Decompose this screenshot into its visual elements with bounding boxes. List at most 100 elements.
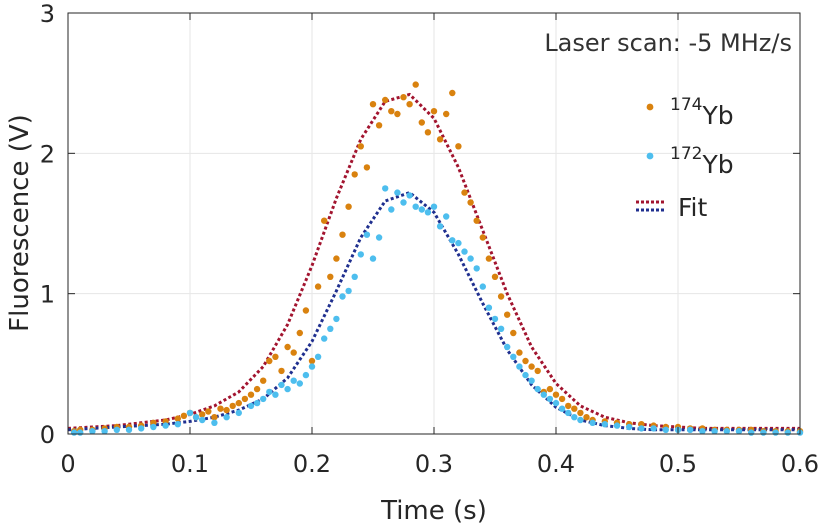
point-174yb: [199, 411, 206, 418]
point-172yb: [235, 409, 242, 417]
point-172yb: [333, 315, 340, 323]
point-174yb: [400, 94, 407, 101]
point-172yb: [491, 315, 499, 323]
point-174yb: [558, 395, 566, 403]
x-tick-label: 0.5: [659, 450, 697, 478]
point-172yb: [449, 237, 456, 244]
point-174yb: [406, 101, 413, 108]
point-172yb: [528, 377, 535, 384]
point-172yb: [272, 391, 279, 398]
point-172yb: [711, 428, 718, 435]
point-172yb: [125, 426, 133, 433]
y-tick-label: 2: [40, 140, 55, 168]
point-174yb: [467, 199, 474, 206]
x-tick-label: 0.1: [171, 450, 209, 478]
point-172yb: [473, 265, 480, 272]
point-174yb: [308, 357, 316, 365]
point-172yb: [510, 353, 517, 360]
point-172yb: [223, 414, 230, 421]
point-172yb: [211, 419, 218, 426]
point-172yb: [77, 429, 84, 436]
point-172yb: [571, 414, 578, 421]
point-172yb: [284, 385, 291, 393]
point-174yb: [369, 101, 377, 108]
point-174yb: [516, 349, 523, 356]
point-172yb: [522, 371, 529, 379]
legend-label-172yb: 172Yb: [670, 144, 734, 179]
point-172yb: [375, 234, 383, 241]
point-172yb: [772, 429, 779, 436]
point-172yb: [296, 380, 303, 387]
point-174yb: [577, 409, 584, 417]
point-174yb: [357, 143, 364, 150]
legend-sup-174yb: 174: [670, 95, 702, 115]
point-172yb: [369, 255, 377, 262]
point-174yb: [430, 108, 438, 115]
point-172yb: [138, 425, 145, 432]
point-174yb: [375, 122, 383, 129]
point-174yb: [247, 391, 255, 398]
point-172yb: [400, 199, 407, 206]
point-172yb: [784, 429, 791, 436]
point-174yb: [443, 110, 450, 118]
point-174yb: [455, 143, 462, 150]
axis-ticks: 0 0.1 0.2 0.3 0.4 0.5 0.6 0 1 2 3: [40, 0, 819, 478]
point-172yb: [455, 239, 462, 247]
point-172yb: [424, 209, 432, 216]
legend-text-174yb: Yb: [701, 101, 733, 130]
point-174yb: [284, 343, 291, 351]
point-172yb: [436, 223, 444, 230]
point-174yb: [449, 89, 456, 97]
point-174yb: [339, 231, 346, 238]
point-172yb: [113, 426, 121, 433]
point-172yb: [101, 428, 108, 435]
point-174yb: [327, 273, 334, 280]
point-174yb: [272, 353, 279, 360]
point-174yb: [235, 399, 242, 407]
point-174yb: [571, 405, 578, 412]
legend-sup-172yb: 172: [670, 144, 702, 164]
point-172yb: [247, 402, 255, 410]
point-174yb: [436, 136, 444, 143]
point-172yb: [626, 423, 633, 431]
point-172yb: [662, 426, 669, 433]
legend-label-174yb: 174Yb: [670, 95, 734, 130]
grid: [68, 13, 800, 434]
point-172yb: [552, 399, 560, 407]
point-172yb: [314, 353, 322, 360]
point-172yb: [748, 429, 755, 436]
point-174yb: [302, 307, 310, 314]
x-tick-label: 0.3: [415, 450, 453, 478]
point-174yb: [351, 171, 358, 178]
point-174yb: [290, 349, 297, 356]
point-172yb: [485, 304, 493, 311]
point-174yb: [260, 377, 267, 384]
point-174yb: [418, 119, 425, 126]
point-172yb: [723, 428, 730, 435]
point-174yb: [253, 385, 261, 393]
point-174yb: [424, 129, 432, 136]
point-172yb: [192, 414, 200, 421]
point-174yb: [388, 108, 395, 115]
point-172yb: [760, 429, 767, 436]
point-172yb: [650, 425, 657, 432]
point-172yb: [687, 426, 694, 433]
legend-label-fit: Fit: [678, 193, 708, 222]
point-174yb: [296, 329, 303, 337]
point-172yb: [497, 325, 505, 332]
data-points: [70, 81, 804, 436]
point-174yb: [314, 283, 322, 290]
legend-text-172yb: Yb: [701, 150, 733, 179]
point-174yb: [583, 414, 590, 421]
point-174yb: [382, 96, 389, 104]
point-172yb: [70, 429, 78, 436]
point-172yb: [479, 283, 486, 290]
point-174yb: [522, 357, 529, 365]
point-172yb: [699, 428, 706, 435]
point-174yb: [223, 406, 230, 414]
point-174yb: [473, 217, 480, 224]
point-172yb: [327, 325, 334, 332]
point-174yb: [552, 391, 560, 398]
point-174yb: [485, 255, 493, 262]
